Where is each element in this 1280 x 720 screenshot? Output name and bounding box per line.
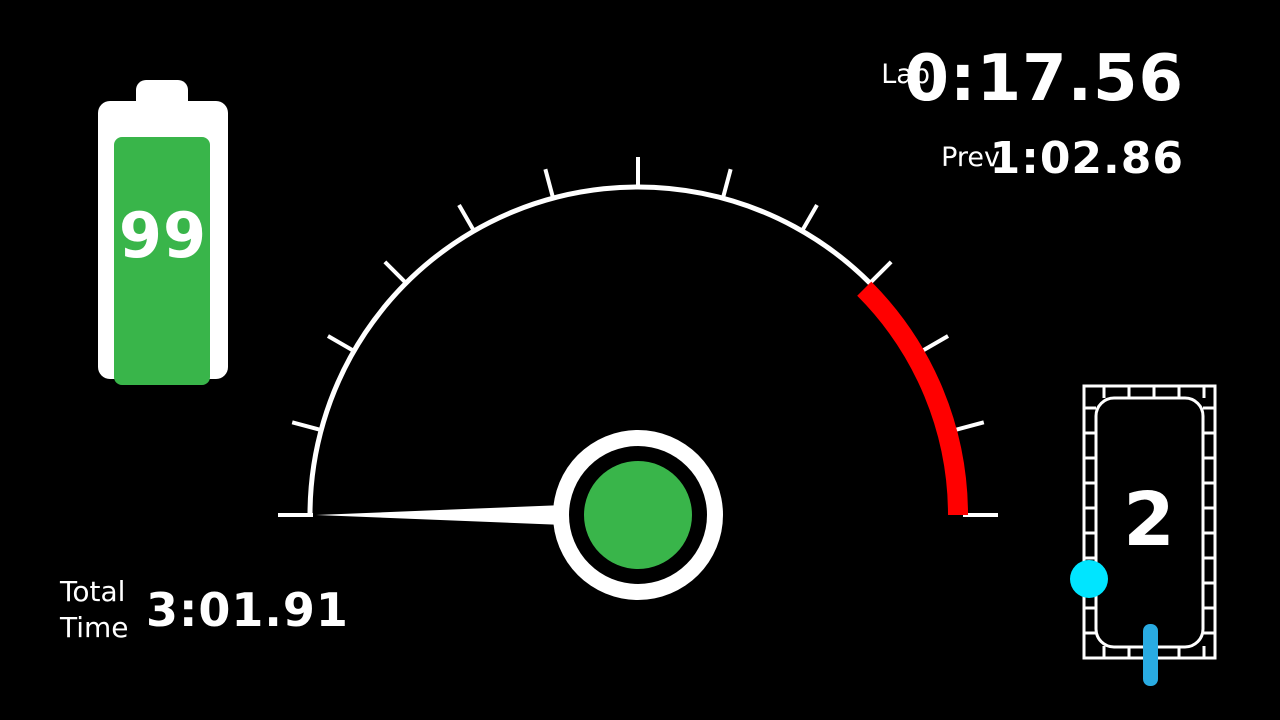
total-time-label: Total Time xyxy=(60,574,129,646)
battery-level: 99 xyxy=(118,199,208,272)
battery-fill xyxy=(114,137,210,385)
gauge-tick xyxy=(720,168,733,199)
gear-position-marker xyxy=(1070,560,1108,598)
gear-indicator-bar xyxy=(1143,624,1158,686)
lap-time: 0:17.56 xyxy=(904,42,1184,116)
gauge-arc xyxy=(307,184,872,516)
prev-lap-label: Prev xyxy=(941,142,1000,173)
gauge-tick xyxy=(457,203,476,232)
gauge-redline xyxy=(857,281,968,516)
gauge-tick xyxy=(954,420,985,433)
gauge-tick xyxy=(543,168,556,199)
total-time-label-line2: Time xyxy=(60,611,129,644)
gauge-tick xyxy=(868,260,893,285)
prev-lap-time: 1:02.86 xyxy=(989,133,1184,184)
gauge-tick xyxy=(291,420,322,433)
gear-number: 2 xyxy=(1123,477,1175,563)
gauge-tick xyxy=(383,260,408,285)
gauge-tick xyxy=(800,203,819,232)
total-time-label-line1: Total xyxy=(60,575,126,608)
battery-indicator: 99 xyxy=(98,80,228,385)
gear-indicator xyxy=(1070,384,1217,686)
lap-label: Lap xyxy=(881,59,930,90)
total-time-value: 3:01.91 xyxy=(146,583,349,637)
gauge-tick xyxy=(326,334,355,353)
battery-body xyxy=(98,101,228,385)
gauge-tick xyxy=(921,334,950,353)
gauge-hub-center xyxy=(584,461,692,569)
